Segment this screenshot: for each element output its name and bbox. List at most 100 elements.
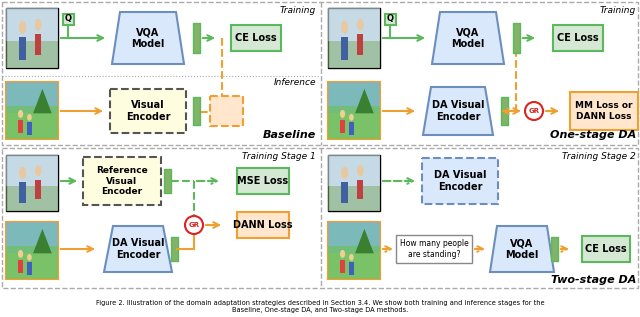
Ellipse shape bbox=[35, 165, 42, 176]
Text: CE Loss: CE Loss bbox=[235, 33, 277, 43]
Text: One-stage DA: One-stage DA bbox=[550, 130, 636, 140]
Text: VQA
Model: VQA Model bbox=[506, 238, 539, 260]
Bar bbox=[6, 186, 58, 211]
Bar bbox=[328, 8, 380, 41]
Bar bbox=[385, 14, 396, 24]
Ellipse shape bbox=[340, 110, 345, 118]
Bar bbox=[210, 96, 243, 126]
Bar bbox=[83, 157, 161, 205]
Polygon shape bbox=[33, 229, 52, 253]
Text: DA Visual
Encoder: DA Visual Encoder bbox=[432, 100, 484, 122]
Bar bbox=[550, 237, 557, 261]
Bar bbox=[231, 25, 281, 51]
Ellipse shape bbox=[27, 254, 32, 261]
Text: Figure 2. Illustration of the domain adaptation strategies described in Section : Figure 2. Illustration of the domain ada… bbox=[96, 300, 544, 306]
Bar bbox=[328, 155, 380, 186]
Ellipse shape bbox=[18, 250, 23, 258]
Ellipse shape bbox=[341, 167, 348, 179]
Polygon shape bbox=[490, 226, 554, 272]
Text: CE Loss: CE Loss bbox=[585, 244, 627, 254]
Text: Q: Q bbox=[65, 15, 72, 23]
Circle shape bbox=[525, 102, 543, 120]
Bar bbox=[6, 82, 58, 139]
Bar bbox=[328, 82, 380, 139]
Bar bbox=[35, 180, 42, 199]
Ellipse shape bbox=[349, 114, 354, 121]
Text: GR: GR bbox=[188, 222, 200, 228]
Bar bbox=[570, 92, 638, 130]
Bar bbox=[6, 222, 58, 279]
Bar bbox=[18, 260, 23, 273]
Bar bbox=[193, 97, 200, 125]
Bar bbox=[2, 2, 638, 145]
Bar bbox=[6, 106, 58, 139]
Bar bbox=[500, 97, 508, 125]
Text: Baseline: Baseline bbox=[263, 130, 316, 140]
Bar bbox=[513, 23, 520, 53]
Bar bbox=[27, 262, 32, 275]
Bar bbox=[193, 23, 200, 53]
Polygon shape bbox=[112, 12, 184, 64]
Ellipse shape bbox=[341, 21, 348, 34]
Bar bbox=[19, 182, 26, 203]
Bar bbox=[328, 186, 380, 211]
Text: Inference: Inference bbox=[273, 78, 316, 87]
Text: DA Visual
Encoder: DA Visual Encoder bbox=[112, 238, 164, 260]
Text: Visual
Encoder: Visual Encoder bbox=[125, 100, 170, 122]
Bar bbox=[328, 41, 380, 68]
Polygon shape bbox=[33, 89, 52, 113]
Bar bbox=[6, 246, 58, 279]
Bar bbox=[27, 122, 32, 135]
Bar bbox=[63, 14, 74, 24]
Ellipse shape bbox=[27, 114, 32, 121]
Ellipse shape bbox=[340, 250, 345, 258]
Bar bbox=[18, 120, 23, 133]
Bar bbox=[6, 222, 58, 253]
Ellipse shape bbox=[35, 19, 42, 31]
Bar bbox=[6, 155, 58, 211]
Ellipse shape bbox=[19, 167, 26, 179]
Bar bbox=[237, 168, 289, 194]
Bar bbox=[422, 158, 498, 204]
Text: Training: Training bbox=[280, 6, 316, 15]
Bar bbox=[6, 82, 58, 113]
Bar bbox=[349, 122, 354, 135]
Bar bbox=[110, 89, 186, 133]
Text: How many people
are standing?: How many people are standing? bbox=[399, 239, 468, 259]
Text: DANN Loss: DANN Loss bbox=[233, 220, 292, 230]
Bar bbox=[170, 237, 177, 261]
Bar bbox=[357, 35, 364, 55]
Bar bbox=[19, 37, 26, 60]
Bar bbox=[582, 236, 630, 262]
Bar bbox=[2, 148, 638, 288]
Bar bbox=[340, 260, 345, 273]
Bar bbox=[340, 120, 345, 133]
Text: VQA
Model: VQA Model bbox=[451, 27, 484, 49]
Bar bbox=[328, 106, 380, 139]
Text: Two-stage DA: Two-stage DA bbox=[550, 275, 636, 285]
Bar bbox=[6, 8, 58, 41]
Bar bbox=[6, 8, 58, 68]
Ellipse shape bbox=[19, 21, 26, 34]
Bar bbox=[349, 262, 354, 275]
Ellipse shape bbox=[18, 110, 23, 118]
Bar bbox=[328, 82, 380, 113]
Text: DA Visual
Encoder: DA Visual Encoder bbox=[434, 170, 486, 192]
Polygon shape bbox=[355, 89, 374, 113]
Text: Baseline, One-stage DA, and Two-stage DA methods.: Baseline, One-stage DA, and Two-stage DA… bbox=[232, 307, 408, 313]
Bar bbox=[396, 235, 472, 263]
Text: Training Stage 1: Training Stage 1 bbox=[243, 152, 316, 161]
Text: Q: Q bbox=[387, 15, 394, 23]
Text: GR: GR bbox=[529, 108, 540, 114]
Bar bbox=[357, 180, 364, 199]
Text: Training Stage 2: Training Stage 2 bbox=[563, 152, 636, 161]
Bar bbox=[6, 41, 58, 68]
Bar bbox=[328, 222, 380, 253]
Bar bbox=[328, 246, 380, 279]
Ellipse shape bbox=[357, 165, 364, 176]
Bar bbox=[6, 155, 58, 186]
Polygon shape bbox=[104, 226, 172, 272]
Bar bbox=[328, 222, 380, 279]
Text: Training: Training bbox=[600, 6, 636, 15]
Text: Reference
Visual
Encoder: Reference Visual Encoder bbox=[96, 166, 148, 196]
